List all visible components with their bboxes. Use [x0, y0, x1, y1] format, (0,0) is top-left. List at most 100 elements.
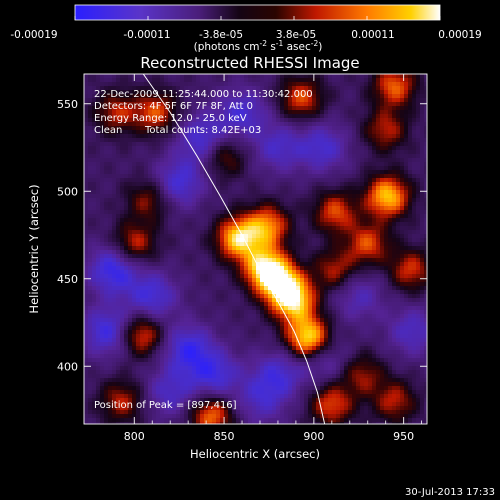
heatmap-cell: [160, 270, 165, 275]
heatmap-cell: [348, 86, 353, 91]
heatmap-cell: [132, 262, 137, 267]
heatmap-cell: [344, 166, 349, 171]
heatmap-cell: [140, 134, 145, 139]
heatmap-cell: [340, 202, 345, 207]
heatmap-cell: [152, 82, 157, 87]
heatmap-cell: [260, 98, 265, 103]
heatmap-cell: [236, 222, 241, 227]
heatmap-cell: [344, 86, 349, 91]
heatmap-cell: [204, 114, 209, 119]
heatmap-cell: [420, 162, 425, 167]
heatmap-cell: [340, 82, 345, 87]
heatmap-cell: [128, 294, 133, 299]
heatmap-cell: [180, 142, 185, 147]
heatmap-cell: [272, 214, 277, 219]
heatmap-cell: [324, 194, 329, 199]
heatmap-cell: [140, 114, 145, 119]
heatmap-cell: [312, 222, 317, 227]
heatmap-cell: [116, 286, 121, 291]
heatmap-cell: [400, 302, 405, 307]
heatmap-cell: [296, 270, 301, 275]
heatmap-cell: [284, 154, 289, 159]
heatmap-cell: [192, 258, 197, 263]
heatmap-cell: [268, 190, 273, 195]
heatmap-cell: [96, 122, 101, 127]
heatmap-cell: [320, 178, 325, 183]
heatmap-cell: [120, 246, 125, 251]
heatmap-cell: [192, 102, 197, 107]
heatmap-cell: [412, 226, 417, 231]
heatmap-cell: [296, 122, 301, 127]
heatmap-cell: [92, 202, 97, 207]
heatmap-cell: [324, 90, 329, 95]
heatmap-cell: [328, 234, 333, 239]
heatmap-cell: [184, 266, 189, 271]
heatmap-cell: [420, 214, 425, 219]
heatmap-cell: [112, 254, 117, 259]
heatmap-cell: [304, 270, 309, 275]
heatmap-cell: [236, 174, 241, 179]
heatmap-cell: [320, 254, 325, 259]
heatmap-cell: [308, 258, 313, 263]
heatmap-cell: [364, 270, 369, 275]
heatmap-cell: [372, 198, 377, 203]
heatmap-cell: [360, 194, 365, 199]
heatmap-cell: [200, 202, 205, 207]
heatmap-cell: [376, 190, 381, 195]
heatmap-cell: [236, 230, 241, 235]
heatmap-cell: [384, 254, 389, 259]
heatmap-cell: [280, 118, 285, 123]
heatmap-cell: [364, 254, 369, 259]
heatmap-cell: [248, 74, 253, 79]
heatmap-cell: [328, 230, 333, 235]
heatmap-cell: [364, 238, 369, 243]
heatmap-cell: [156, 154, 161, 159]
heatmap-cell: [180, 102, 185, 107]
heatmap-cell: [160, 146, 165, 151]
heatmap-cell: [268, 174, 273, 179]
heatmap-cell: [192, 138, 197, 143]
heatmap-cell: [108, 138, 113, 143]
heatmap-cell: [316, 282, 321, 287]
heatmap-cell: [148, 214, 153, 219]
heatmap-cell: [284, 166, 289, 171]
heatmap-cell: [156, 270, 161, 275]
heatmap-cell: [84, 162, 89, 167]
heatmap-cell: [108, 74, 113, 79]
heatmap-cell: [324, 290, 329, 295]
heatmap-cell: [228, 194, 233, 199]
heatmap-cell: [312, 122, 317, 127]
heatmap-cell: [344, 194, 349, 199]
heatmap-cell: [264, 90, 269, 95]
heatmap-cell: [268, 278, 273, 283]
heatmap-cell: [344, 202, 349, 207]
heatmap-cell: [304, 210, 309, 215]
heatmap-cell: [392, 94, 397, 99]
heatmap-cell: [216, 274, 221, 279]
heatmap-cell: [368, 286, 373, 291]
heatmap-cell: [248, 178, 253, 183]
heatmap-cell: [216, 206, 221, 211]
heatmap-cell: [392, 102, 397, 107]
heatmap-cell: [344, 114, 349, 119]
heatmap-cell: [192, 206, 197, 211]
heatmap-cell: [344, 150, 349, 155]
heatmap-cell: [88, 98, 93, 103]
heatmap-cell: [388, 110, 393, 115]
heatmap-cell: [376, 162, 381, 167]
heatmap-cell: [420, 98, 425, 103]
heatmap-cell: [112, 110, 117, 115]
heatmap-cell: [252, 134, 257, 139]
heatmap-cell: [256, 238, 261, 243]
heatmap-cell: [172, 262, 177, 267]
heatmap-cell: [392, 126, 397, 131]
heatmap-cell: [132, 298, 137, 303]
heatmap-cell: [216, 186, 221, 191]
heatmap-cell: [184, 290, 189, 295]
heatmap-cell: [180, 294, 185, 299]
heatmap-cell: [408, 286, 413, 291]
heatmap-cell: [212, 90, 217, 95]
heatmap-cell: [348, 110, 353, 115]
heatmap-cell: [180, 194, 185, 199]
heatmap-cell: [340, 94, 345, 99]
